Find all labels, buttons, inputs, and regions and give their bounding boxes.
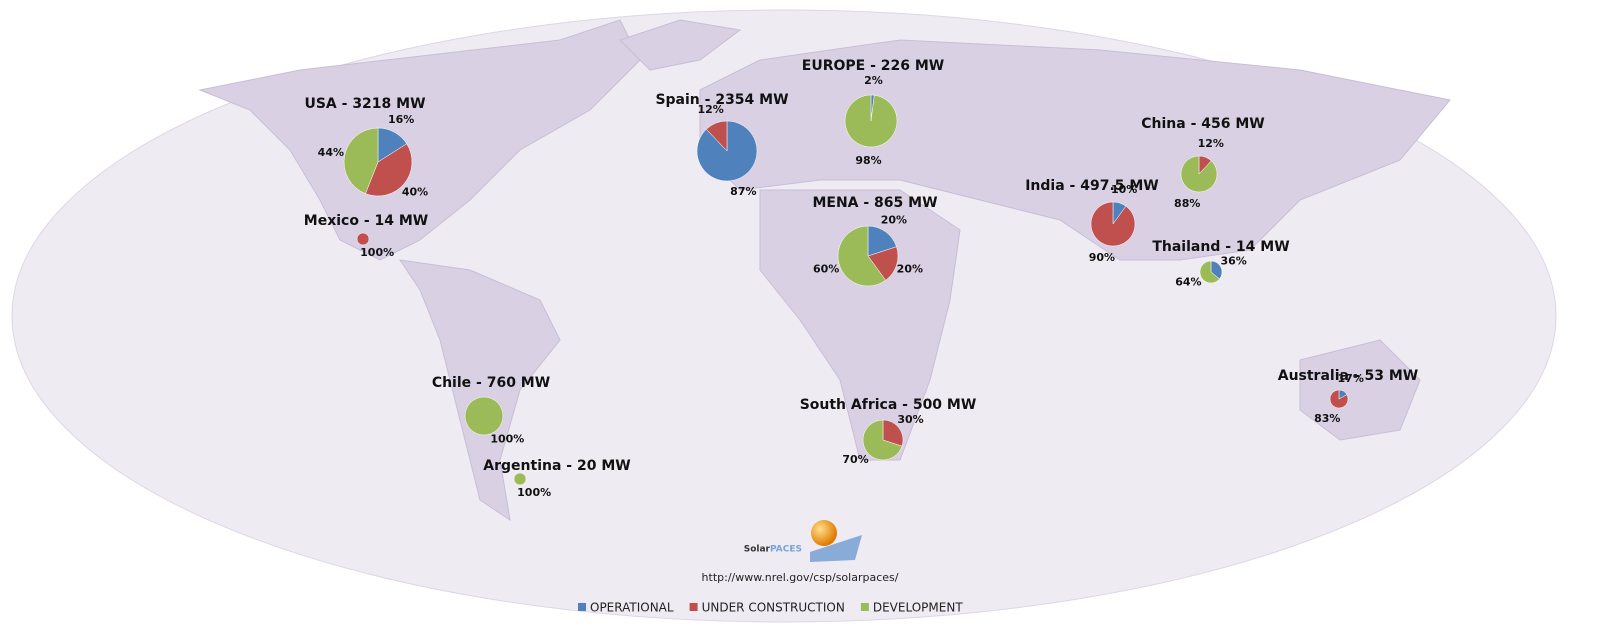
region-label: MENA - 865 MW [812,195,937,211]
pie-value-label: 2% [864,74,883,87]
region-label: Argentina - 20 MW [483,458,630,474]
region-label: Thailand - 14 MW [1152,239,1289,255]
source-url: http://www.nrel.gov/csp/solarpaces/ [702,571,899,584]
pie-value-label: 100% [517,486,551,499]
pie-value-label: 60% [813,263,839,276]
region-label: Spain - 2354 MW [655,92,788,108]
pie-value-label: 10% [1111,183,1137,196]
legend-label: DEVELOPMENT [873,601,963,615]
pie-value-label: 20% [897,263,923,276]
pie-value-label: 44% [318,146,344,159]
pie-value-label: 98% [855,154,881,167]
continents [198,19,1451,522]
pie-slice [844,94,898,148]
pie-slice [705,120,728,152]
pie-value-label: 16% [388,113,414,126]
region-label: Chile - 760 MW [432,375,550,391]
pie-value-label: 83% [1314,412,1340,425]
pie-value-label: 20% [881,213,907,226]
region-label: India - 497.5 MW [1025,178,1159,194]
region-label: Australia - 53 MW [1278,368,1419,384]
pie-slice [464,396,504,436]
pie-slice [837,225,886,287]
logo: Solar PACES [744,520,862,562]
pie-value-label: 100% [490,432,524,445]
pie-value-label: 12% [697,103,723,116]
logo-text: PACES [770,545,802,555]
pie-value-label: 90% [1089,251,1115,264]
logo-text: Solar [744,545,771,555]
pie-slice [867,246,899,281]
pie-slice [343,127,379,194]
pie-slice [862,419,903,461]
pie-slice [1090,201,1136,247]
pie-slice [1199,260,1220,284]
region-label: China - 456 MW [1141,116,1264,132]
region-label: South Africa - 500 MW [800,397,977,413]
pie-slice [365,143,413,197]
legend-label: UNDER CONSTRUCTION [702,601,845,615]
pie-slice [1180,155,1218,193]
legend-swatch [578,603,586,611]
pie-slice [1329,389,1349,409]
pie-value-label: 17% [1338,372,1364,385]
legend-label: OPERATIONAL [590,601,674,615]
legend-swatch [860,603,869,611]
pie-slice [882,419,904,447]
pie-value-label: 12% [1198,137,1224,150]
region-label: Mexico - 14 MW [304,213,428,229]
pie-value-label: 88% [1174,197,1200,210]
pie-value-label: 30% [897,413,923,426]
pie-slice [513,472,527,486]
pie-value-label: 36% [1220,254,1246,267]
pie-slice [867,225,897,257]
pie-value-label: 87% [730,185,756,198]
pie-slice [356,232,370,246]
region-label: USA - 3218 MW [304,96,425,112]
pie-value-label: 40% [402,186,428,199]
pie-slice [1210,260,1223,280]
region-label: EUROPE - 226 MW [802,58,944,74]
pie-value-label: 64% [1175,276,1201,289]
pie-value-label: 70% [842,453,868,466]
pie-value-label: 100% [360,246,394,259]
legend-swatch [689,603,698,611]
